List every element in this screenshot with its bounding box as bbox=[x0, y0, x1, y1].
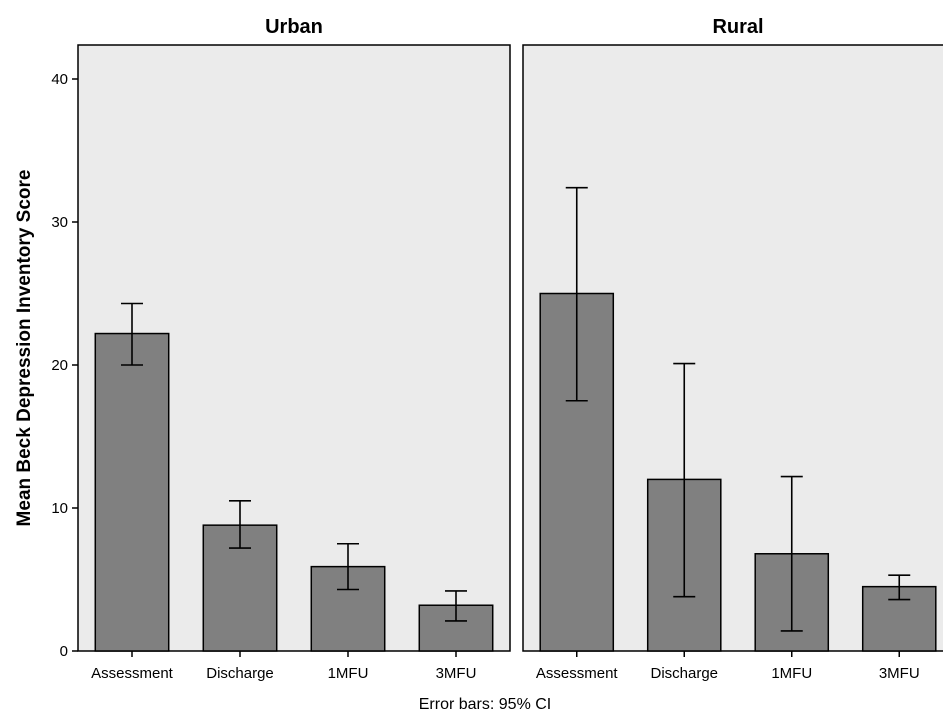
x-tick-label: Assessment bbox=[536, 665, 619, 682]
y-tick-label: 30 bbox=[51, 214, 68, 231]
x-tick-label: Discharge bbox=[206, 665, 274, 682]
y-tick-label: 10 bbox=[51, 500, 68, 517]
panel-title: Rural bbox=[712, 16, 763, 38]
y-axis: 0 10 20 30 40 bbox=[51, 71, 78, 660]
error-bars-note: Error bars: 95% CI bbox=[419, 696, 551, 713]
panel-urban: Urban Assessment Discharge 1MFU 3MFU bbox=[77, 16, 511, 682]
y-axis-label: Mean Beck Depression Inventory Score bbox=[14, 170, 35, 527]
y-tick-label: 40 bbox=[51, 71, 68, 88]
bar bbox=[94, 332, 170, 652]
x-tick-label: 1MFU bbox=[328, 665, 369, 682]
x-tick-label: Discharge bbox=[650, 665, 718, 682]
x-tick-label: 1MFU bbox=[771, 665, 812, 682]
x-tick-label: Assessment bbox=[91, 665, 174, 682]
x-tick-label: 3MFU bbox=[879, 665, 920, 682]
panel-title: Urban bbox=[265, 16, 323, 38]
chart-panels: Urban Assessment Discharge 1MFU 3MFU Rural Ass… bbox=[77, 16, 943, 682]
y-tick-label: 0 bbox=[60, 643, 68, 660]
panel-rural: Rural Assessment Discharge 1MFU 3MFU bbox=[522, 16, 943, 682]
y-tick-label: 20 bbox=[51, 357, 68, 374]
x-tick-label: 3MFU bbox=[436, 665, 477, 682]
